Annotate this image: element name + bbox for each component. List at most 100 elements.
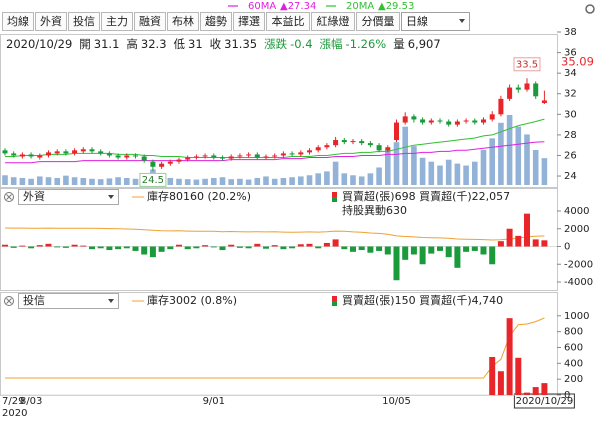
candle-body <box>46 152 51 156</box>
net-buy-bar <box>132 246 139 251</box>
candle-body <box>411 116 417 120</box>
candle-body <box>63 151 69 154</box>
net-buy-bar <box>323 242 330 247</box>
holdings-line <box>5 317 545 379</box>
button-label[interactable]: 外資 <box>40 15 62 28</box>
dropdown-label[interactable]: 投信 <box>23 293 45 307</box>
net-buy-bar <box>358 246 365 251</box>
settings-gear[interactable] <box>585 4 595 14</box>
dropdown-box[interactable] <box>18 293 119 309</box>
net-buy-bar <box>541 383 548 395</box>
net-buy-bar <box>210 246 217 248</box>
volume-bar <box>89 178 95 185</box>
button-label[interactable]: 融資 <box>139 15 161 28</box>
y-tick-label: 38 <box>564 27 577 38</box>
toolbar-button[interactable]: 投信 <box>68 12 100 31</box>
button-label[interactable]: 投信 <box>73 14 95 28</box>
volume-bar <box>376 167 382 185</box>
dropdown-box[interactable] <box>401 12 470 31</box>
button-box[interactable] <box>35 12 67 31</box>
button-box[interactable] <box>167 12 199 31</box>
button-box[interactable] <box>101 12 133 31</box>
volume-bar <box>532 150 539 185</box>
net-icon-up <box>332 192 337 197</box>
button-box[interactable] <box>266 12 310 31</box>
info-value: 31 <box>188 37 203 51</box>
interval-dropdown[interactable]: 日線 <box>401 12 470 31</box>
y-tick-label: 24 <box>564 171 577 182</box>
volume-bar <box>541 158 548 185</box>
dropdown-arrow[interactable] <box>108 195 114 199</box>
annotation-box <box>513 57 541 72</box>
toolbar-button[interactable]: 分價量 <box>356 12 400 31</box>
volume-bar <box>315 173 321 185</box>
button-box[interactable] <box>134 12 166 31</box>
candle-body <box>115 155 121 158</box>
y-tick-label: 28 <box>564 130 577 141</box>
info-label: 量 <box>393 37 405 51</box>
button-label[interactable]: 趨勢 <box>205 14 227 28</box>
button-box[interactable] <box>2 12 34 31</box>
indicator-dropdown[interactable]: 投信 <box>18 293 119 309</box>
dropdown-box[interactable] <box>18 189 119 205</box>
button-box[interactable] <box>233 12 265 31</box>
y-tick-label: -2000 <box>564 259 593 270</box>
net-buy-bar <box>524 213 530 247</box>
x-tick-label: 10/05 <box>382 396 411 407</box>
button-label[interactable]: 分價量 <box>362 14 395 28</box>
indicator-dropdown[interactable]: 外資 <box>18 189 119 205</box>
button-label[interactable]: 均線 <box>7 14 29 28</box>
button-box[interactable] <box>311 12 355 31</box>
toolbar-button[interactable]: 本益比 <box>266 12 310 31</box>
button-box[interactable] <box>200 12 232 31</box>
dropdown-label[interactable]: 日線 <box>406 14 428 28</box>
button-box[interactable] <box>68 12 100 31</box>
button-label[interactable]: 紅綠燈 <box>317 14 350 28</box>
close-icon-x[interactable] <box>6 194 12 200</box>
info-label: 漲跌 <box>264 37 287 51</box>
volume-bar <box>97 179 104 185</box>
volume-bar <box>385 150 391 185</box>
button-label[interactable]: 本益比 <box>272 14 305 28</box>
dropdown-label[interactable]: 外資 <box>23 190 45 203</box>
close-icon-x[interactable] <box>6 298 12 304</box>
candle-body <box>2 150 8 154</box>
volume-bar <box>454 163 461 185</box>
candle-body <box>481 119 486 123</box>
candle-body <box>315 147 321 151</box>
toolbar-button[interactable]: 擇選 <box>233 12 265 31</box>
net-buy-bar <box>410 246 417 255</box>
button-label[interactable]: 布林 <box>172 14 194 28</box>
toolbar-button[interactable]: 紅綠燈 <box>311 12 355 31</box>
candle-body <box>367 143 373 146</box>
toolbar-button[interactable]: 外資 <box>35 12 67 31</box>
settings-icon[interactable] <box>585 4 595 14</box>
volume-bar <box>132 178 139 185</box>
button-label[interactable]: 主力 <box>106 15 128 28</box>
quote-date: 2020/10/29 <box>6 37 72 51</box>
toolbar-button[interactable]: 均線 <box>2 12 34 31</box>
x-tick-label: 8/03 <box>20 396 42 407</box>
dropdown-arrow[interactable] <box>459 19 465 23</box>
legend-value: ▲29.53 <box>378 1 414 12</box>
toolbar-button[interactable]: 融資 <box>134 12 166 31</box>
volume-bar <box>271 178 278 185</box>
volume-bar <box>19 178 26 185</box>
net-buy-bar <box>10 246 17 248</box>
net-buy-bar <box>437 246 443 251</box>
volume-bar <box>10 177 17 185</box>
toolbar-button[interactable]: 趨勢 <box>200 12 232 31</box>
annotation-box <box>139 172 167 187</box>
net-label: 買賣超(張)150 買賣超(千)4,740 <box>342 293 503 307</box>
volume-bar <box>228 179 234 185</box>
candle-body <box>507 87 513 99</box>
toolbar-button[interactable]: 主力 <box>101 12 133 31</box>
toolbar-button[interactable]: 布林 <box>167 12 199 31</box>
button-label[interactable]: 擇選 <box>238 14 260 28</box>
candle-body <box>420 119 426 123</box>
button-box[interactable] <box>356 12 400 31</box>
candle-body <box>350 141 356 143</box>
net-icon-down <box>332 197 337 202</box>
net-buy-bar <box>36 245 43 247</box>
dropdown-arrow[interactable] <box>108 299 114 303</box>
